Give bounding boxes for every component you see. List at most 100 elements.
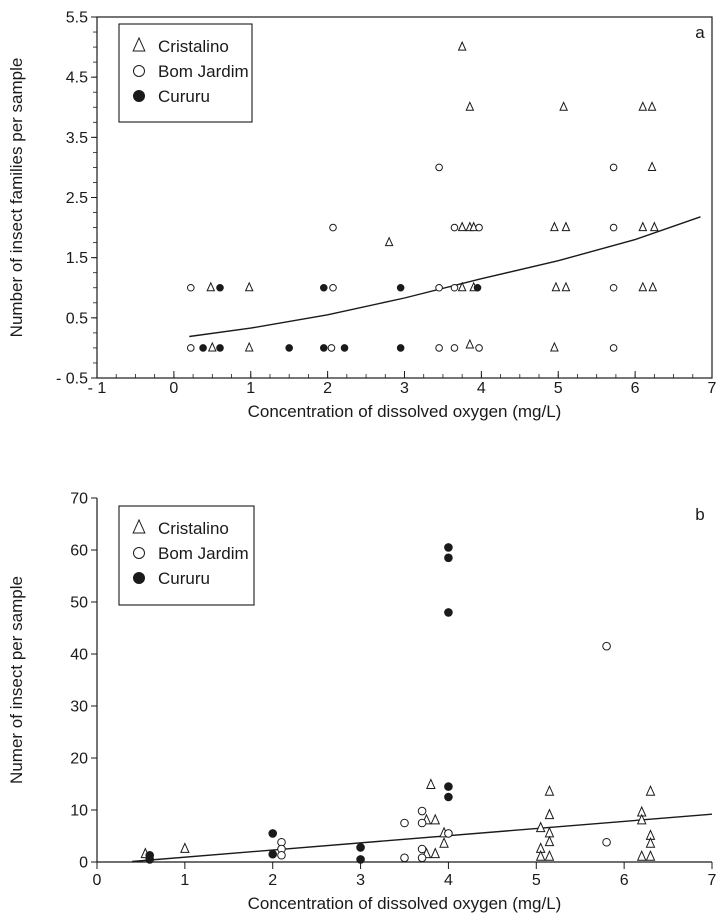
legend-marker	[133, 65, 145, 77]
data-point	[180, 842, 190, 853]
data-point	[551, 281, 561, 292]
y-tick-label: 40	[70, 647, 88, 664]
data-point	[186, 283, 195, 292]
data-point	[609, 283, 618, 292]
y-tick-label: 4.5	[66, 70, 88, 87]
series-bom-jardim	[277, 641, 611, 863]
data-point	[444, 792, 453, 802]
data-point	[268, 829, 278, 838]
data-point	[648, 281, 658, 292]
x-axis-label: Concentration of dissolved oxygen (mg/L)	[248, 894, 562, 913]
data-point	[535, 850, 546, 861]
x-tick-label: - 1	[88, 380, 107, 397]
data-point	[444, 553, 453, 563]
legend-marker	[133, 572, 145, 584]
x-tick-label: 0	[169, 380, 178, 397]
data-point	[450, 223, 459, 232]
data-point	[319, 283, 328, 292]
series-cristalino	[140, 778, 656, 861]
y-axis-label: Numer of insect per sample	[7, 576, 26, 784]
data-point	[609, 223, 618, 232]
x-tick-label: 4	[444, 872, 453, 889]
y-axis-label: Number of insect families per sample	[7, 58, 26, 338]
x-tick-label: 1	[180, 872, 189, 889]
data-point	[384, 236, 394, 247]
data-point	[327, 344, 336, 352]
data-point	[417, 818, 427, 828]
data-point	[340, 344, 349, 352]
data-point	[561, 221, 571, 232]
x-tick-label: 6	[620, 872, 629, 889]
y-tick-label: 20	[70, 751, 88, 768]
x-tick-label: 1	[246, 380, 255, 397]
data-point	[396, 344, 405, 352]
y-tick-label: 50	[70, 595, 88, 612]
data-point	[356, 855, 365, 864]
trendline	[189, 216, 701, 338]
legend-label: Cristalino	[158, 37, 229, 56]
data-point	[450, 283, 459, 292]
data-point	[444, 829, 453, 838]
data-point	[450, 344, 459, 352]
data-point	[647, 161, 657, 171]
data-point	[465, 338, 475, 349]
series-bom-jardim	[186, 163, 618, 352]
data-point	[602, 641, 611, 651]
data-point	[602, 837, 611, 847]
data-point	[426, 778, 436, 789]
data-point	[544, 850, 555, 861]
data-point	[435, 283, 443, 292]
data-point	[400, 853, 409, 863]
data-point	[636, 850, 647, 861]
y-tick-label: 1.5	[66, 250, 88, 267]
data-point	[544, 808, 555, 820]
x-tick-label: 5	[532, 872, 541, 889]
data-point	[465, 101, 475, 111]
data-point	[206, 281, 216, 292]
y-tick-label: 70	[70, 491, 88, 508]
data-point	[285, 344, 293, 352]
data-point	[475, 344, 483, 352]
y-tick-label: 0	[79, 855, 88, 872]
data-point	[544, 835, 555, 847]
x-tick-label: 7	[708, 380, 717, 397]
legend-label: Bom Jardim	[158, 544, 249, 563]
data-point	[435, 344, 443, 352]
legend-marker	[133, 547, 145, 559]
series-cururu	[145, 543, 453, 864]
data-point	[559, 101, 569, 111]
data-point	[268, 849, 278, 859]
data-point	[609, 163, 618, 172]
data-point	[457, 40, 467, 51]
y-tick-label: 10	[70, 803, 88, 820]
legend: Cristalino Bom Jardim Cururu	[118, 505, 255, 606]
trendline	[132, 813, 713, 863]
data-point	[473, 283, 482, 292]
series-cururu	[199, 283, 482, 352]
data-point	[435, 163, 443, 172]
x-tick-label: 4	[477, 380, 486, 397]
data-point	[430, 813, 441, 825]
x-tick-label: 3	[400, 380, 409, 397]
data-point	[417, 806, 427, 816]
data-point	[645, 837, 656, 848]
data-point	[417, 844, 427, 854]
y-tick-label: 0.5	[66, 310, 88, 327]
data-point	[145, 855, 155, 864]
data-point	[444, 543, 453, 552]
data-point	[396, 283, 405, 292]
data-point	[550, 221, 559, 232]
legend-label: Cururu	[158, 87, 210, 106]
data-point	[535, 821, 546, 833]
data-point	[207, 341, 217, 352]
panel-label: b	[695, 505, 704, 524]
data-point	[444, 782, 453, 791]
legend-marker	[133, 90, 145, 102]
data-point	[356, 843, 365, 852]
data-point	[475, 223, 483, 232]
y-tick-label: - 0.5	[56, 371, 88, 388]
y-tick-label: 30	[70, 699, 88, 716]
legend-label: Bom Jardim	[158, 62, 249, 81]
legend-marker	[132, 518, 146, 534]
